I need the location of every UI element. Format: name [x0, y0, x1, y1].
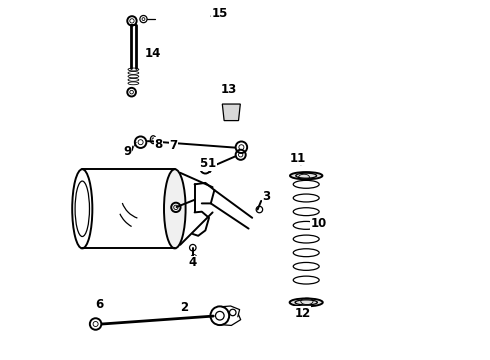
Ellipse shape	[290, 172, 322, 179]
Text: 1: 1	[208, 157, 216, 170]
Text: 12: 12	[294, 307, 311, 320]
Polygon shape	[222, 104, 240, 121]
Ellipse shape	[72, 169, 92, 248]
Text: 4: 4	[189, 256, 197, 269]
Ellipse shape	[290, 298, 323, 306]
Text: 9: 9	[123, 145, 131, 158]
Text: 7: 7	[170, 139, 178, 152]
Text: 2: 2	[180, 301, 188, 314]
Text: 11: 11	[290, 152, 306, 165]
Text: 6: 6	[95, 298, 103, 311]
Text: 8: 8	[154, 138, 163, 150]
Text: 15: 15	[212, 7, 228, 20]
Text: 13: 13	[220, 83, 237, 96]
Text: 10: 10	[311, 217, 327, 230]
Ellipse shape	[164, 169, 186, 248]
Text: 3: 3	[263, 190, 270, 203]
Text: 5: 5	[199, 157, 208, 170]
Text: 14: 14	[145, 47, 161, 60]
